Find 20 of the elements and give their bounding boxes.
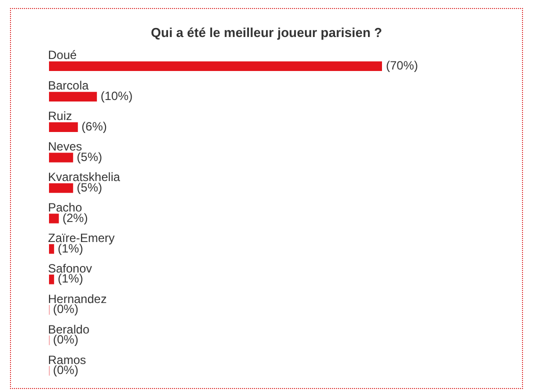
data-label: (0%) — [53, 363, 78, 378]
data-label: (70%) — [386, 58, 418, 73]
bar — [49, 122, 78, 132]
y-tick-label: Barcola — [48, 78, 90, 93]
bar — [49, 61, 382, 72]
data-label: (5%) — [76, 150, 102, 164]
chart-title: Qui a été le meilleur joueur parisien ? — [150, 24, 384, 42]
y-tick-label: Doué — [48, 48, 78, 62]
bar — [49, 244, 54, 254]
data-label: (5%) — [76, 180, 102, 194]
y-tick-label: Ruiz — [48, 109, 72, 124]
bar — [49, 92, 97, 102]
data-label: (0%) — [53, 332, 78, 347]
data-label: (0%) — [53, 302, 78, 316]
bar — [49, 183, 74, 193]
data-label: (6%) — [82, 119, 107, 134]
data-label: (10%) — [100, 88, 133, 103]
bar — [49, 214, 59, 224]
bar — [49, 152, 74, 162]
bar — [49, 274, 54, 284]
